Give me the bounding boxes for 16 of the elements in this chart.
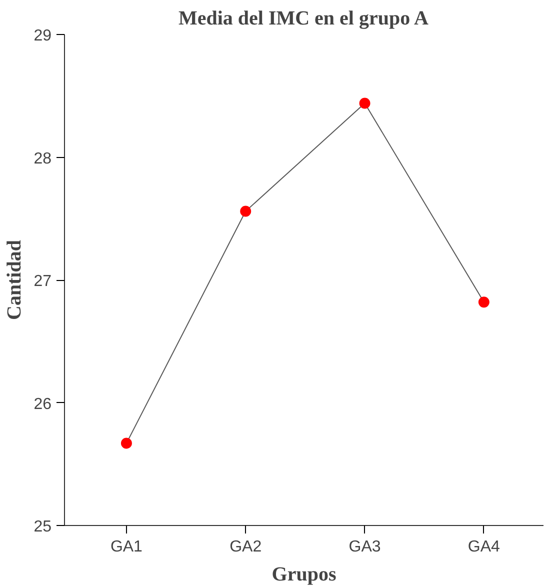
point xyxy=(478,296,490,308)
x-tick-label: GA3 xyxy=(348,538,381,556)
y-tick-label: 28 xyxy=(34,150,52,168)
y-tick-label: 25 xyxy=(34,518,52,536)
x-tick-label: GA4 xyxy=(468,538,500,556)
y-tick-label: 29 xyxy=(34,28,52,44)
x-tick-label: GA1 xyxy=(110,538,143,556)
y-tick-label: 27 xyxy=(34,273,52,290)
y-axis-title: Cantidad xyxy=(4,240,26,320)
point xyxy=(240,206,252,217)
y-tick-label: 26 xyxy=(34,396,52,413)
chart-title: Media del IMC en el grupo A xyxy=(178,8,429,30)
x-axis-title: Grupos xyxy=(272,564,336,586)
x-tick-label: GA2 xyxy=(230,538,262,556)
point xyxy=(120,438,132,449)
point xyxy=(359,98,370,109)
